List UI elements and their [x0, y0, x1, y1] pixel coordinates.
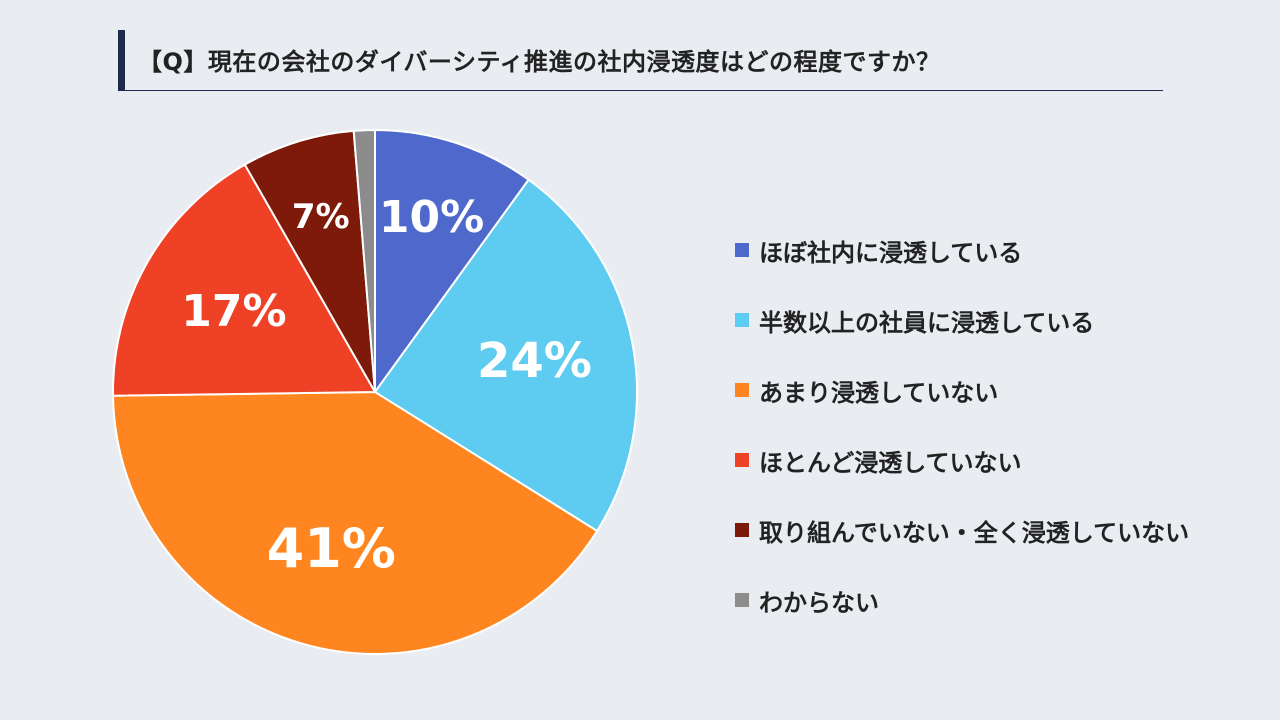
legend-label: ほとんど浸透していない — [759, 448, 1022, 477]
legend-swatch — [735, 313, 749, 327]
legend-swatch — [735, 593, 749, 607]
chart-title: 【Q】現在の会社のダイバーシティ推進の社内浸透度はどの程度ですか？ — [138, 48, 941, 76]
pie-slice-2 — [112, 390, 599, 655]
legend-label: あまり浸透していない — [759, 378, 999, 407]
pie-slice-1 — [373, 178, 638, 533]
chart-legend: ほぼ社内に浸透している半数以上の社員に浸透している あまり浸透していない ほとんど浸… — [735, 215, 1265, 635]
data-label-0: 10% — [379, 192, 484, 243]
pie-slice-0 — [374, 128, 530, 396]
legend-label: ほぼ社内に浸透している — [759, 238, 1023, 267]
title-block: 【Q】現在の会社のダイバーシティ推進の社内浸透度はどの程度ですか？ — [118, 30, 1163, 91]
legend-swatch — [735, 383, 749, 397]
legend-swatch — [735, 523, 749, 537]
legend-label: 半数以上の社員に浸透している — [759, 308, 1095, 337]
pie-slice-4 — [243, 129, 376, 393]
legend-item-2: あまり浸透していない — [735, 355, 1265, 425]
data-label-3: 17% — [181, 286, 286, 337]
data-label-2: 41% — [267, 517, 396, 580]
pie-chart: 10% 24% 41% 17% 7% — [112, 128, 638, 655]
title-accent-bar — [118, 30, 125, 90]
legend-item-4: 取り組んでいない・全く浸透していない — [735, 495, 1265, 565]
legend-swatch — [735, 453, 749, 467]
legend-item-3: ほとんど浸透していない — [735, 425, 1265, 495]
legend-item-1: 半数以上の社員に浸透している — [735, 285, 1265, 355]
pie-slice-3 — [112, 163, 377, 397]
data-label-1: 24% — [477, 333, 592, 389]
legend-item-0: ほぼ社内に浸透している — [735, 215, 1265, 285]
legend-label: 取り組んでいない・全く浸透していない — [759, 518, 1190, 547]
data-label-4: 7% — [292, 197, 350, 237]
legend-label: わからない — [759, 588, 879, 617]
legend-item-5: わからない — [735, 565, 1265, 635]
legend-swatch — [735, 243, 749, 257]
pie-slice-5 — [352, 128, 376, 393]
